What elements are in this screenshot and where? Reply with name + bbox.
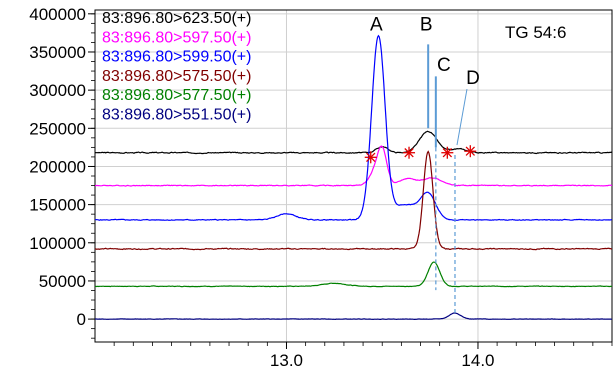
chart-title: TG 54:6 [505,23,566,42]
legend-entry: 83:896.80>551.50(+) [102,107,251,124]
legend-entry: 83:896.80>599.50(+) [102,49,251,66]
series-line [94,145,613,187]
series-lines [94,34,613,321]
series-line [94,130,613,155]
peak-label-leader [456,88,468,146]
integration-marker-stroke [366,152,376,163]
y-tick-label: 50000 [39,272,86,291]
series-line [95,34,613,221]
series-line [94,312,612,321]
y-tick-label: 400000 [29,5,86,24]
legend-entry: 83:896.80>577.50(+) [102,87,251,104]
y-tick-label: 100000 [29,234,86,253]
y-tick-label: 350000 [29,43,86,62]
series-line [94,261,613,288]
integration-marker-stroke [442,148,453,158]
legend-entry: 83:896.80>575.50(+) [102,68,251,85]
x-tick-label: 13.0 [270,351,303,370]
peak-label: B [420,15,433,36]
y-tick-label: 250000 [29,119,86,138]
integration-marker-stroke [465,146,476,156]
y-tick-label: 0 [77,310,86,329]
peak-label: A [370,15,383,36]
y-tick-label: 150000 [29,196,86,215]
integration-marker [441,146,454,159]
annotations: A BCD [364,15,480,313]
integration-marker [364,151,377,164]
integration-marker [403,146,416,159]
legend: 83:896.80>623.50(+) 83:896.80>597.50(+) 83… [102,10,251,124]
x-tick-label: 14.0 [461,351,494,370]
peak-label: C [437,55,451,76]
peak-label: D [466,68,480,89]
y-tick-label: 300000 [29,81,86,100]
y-tick-label: 200000 [29,157,86,176]
legend-entry: 83:896.80>623.50(+) [102,10,251,27]
series-line [94,150,613,251]
legend-entry: 83:896.80>597.50(+) [102,29,251,46]
axes: 0 50000 100000 150000 200000 250000 300000 3500… [29,5,613,370]
integration-marker-stroke [404,148,414,158]
integration-marker [464,145,477,158]
